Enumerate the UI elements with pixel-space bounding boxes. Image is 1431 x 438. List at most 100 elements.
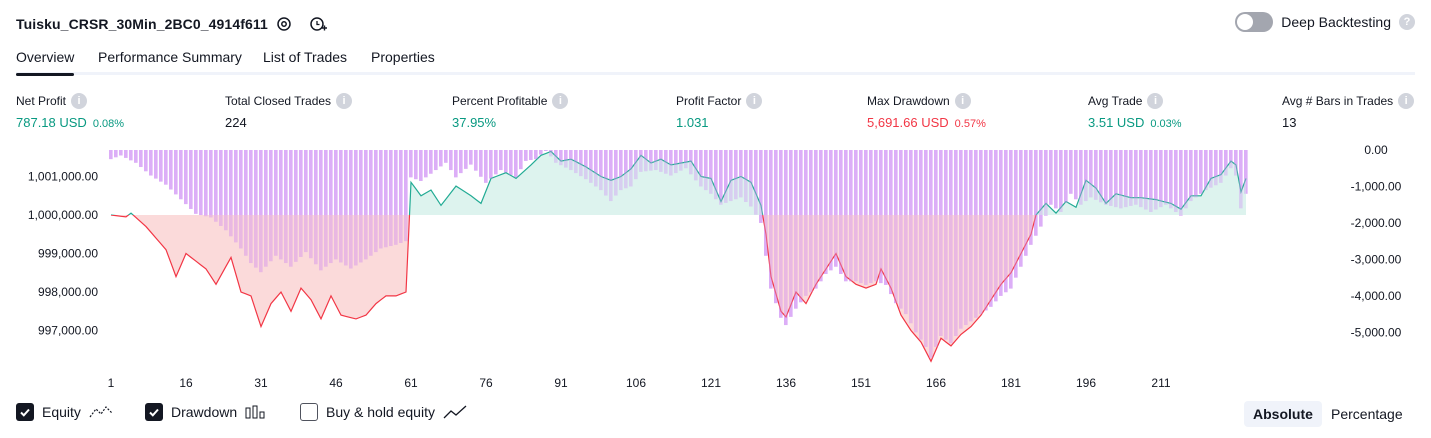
drawdown-bar bbox=[454, 150, 458, 178]
x-tick-label: 31 bbox=[254, 376, 268, 390]
drawdown-bar bbox=[394, 150, 398, 245]
legend-label: Equity bbox=[42, 404, 81, 420]
drawdown-checkbox[interactable] bbox=[145, 403, 163, 421]
settings-icon[interactable] bbox=[274, 14, 294, 34]
info-icon[interactable]: i bbox=[954, 93, 971, 109]
drawdown-bar bbox=[669, 150, 673, 176]
percentage-toggle[interactable]: Percentage bbox=[1331, 406, 1403, 422]
drawdown-bar bbox=[1199, 150, 1203, 194]
metric-value: 787.18 USD bbox=[16, 115, 87, 130]
drawdown-bar bbox=[894, 150, 898, 304]
info-icon[interactable]: i bbox=[552, 93, 569, 109]
drawdown-bar bbox=[189, 150, 193, 209]
drawdown-bar bbox=[579, 150, 583, 177]
drawdown-bar bbox=[1169, 150, 1173, 209]
drawdown-bar bbox=[264, 150, 268, 267]
drawdown-bar bbox=[354, 150, 358, 266]
info-icon[interactable]: i bbox=[1398, 93, 1415, 109]
strategy-name: Tuisku_CRSR_30Min_2BC0_4914f611 bbox=[16, 16, 268, 32]
drawdown-bar bbox=[619, 150, 623, 191]
drawdown-bar bbox=[874, 150, 878, 282]
tab-overview[interactable]: Overview bbox=[16, 49, 75, 76]
drawdown-bar bbox=[1244, 150, 1248, 194]
drawdown-bar bbox=[449, 150, 453, 171]
tab-properties[interactable]: Properties bbox=[371, 49, 435, 65]
drawdown-bar bbox=[599, 150, 603, 191]
drawdown-bar bbox=[804, 150, 808, 296]
drawdown-bar bbox=[744, 150, 748, 202]
drawdown-bar bbox=[174, 150, 178, 195]
drawdown-bar bbox=[519, 150, 523, 170]
drawdown-bar bbox=[824, 150, 828, 274]
metric-avg-bars-in-trades: Avg # Bars in Trades i 13 bbox=[1282, 93, 1415, 130]
drawdown-bar bbox=[349, 150, 353, 269]
y-right-tick-label: 0.00 bbox=[1364, 143, 1388, 157]
drawdown-bar bbox=[289, 150, 293, 267]
drawdown-bar bbox=[684, 150, 688, 169]
absolute-toggle[interactable]: Absolute bbox=[1244, 401, 1322, 427]
drawdown-bar bbox=[1109, 150, 1113, 206]
drawdown-bar bbox=[414, 150, 418, 180]
metric-profit-factor: Profit Factor i 1.031 bbox=[676, 93, 763, 130]
drawdown-bar bbox=[119, 150, 123, 156]
drawdown-bar bbox=[509, 150, 513, 175]
drawdown-bar bbox=[234, 150, 238, 243]
drawdown-bar bbox=[214, 150, 218, 222]
help-icon[interactable]: ? bbox=[1399, 14, 1415, 30]
info-icon[interactable]: i bbox=[71, 93, 88, 109]
deep-backtesting-toggle[interactable] bbox=[1235, 12, 1274, 32]
drawdown-bar bbox=[1094, 150, 1098, 200]
drawdown-bar bbox=[294, 150, 298, 262]
drawdown-bar bbox=[214, 150, 218, 222]
drawdown-bar bbox=[1094, 150, 1098, 200]
drawdown-bar bbox=[494, 150, 498, 175]
drawdown-bar bbox=[589, 150, 593, 183]
drawdown-bar bbox=[624, 150, 628, 189]
drawdown-bar bbox=[1229, 150, 1233, 169]
drawdown-bar bbox=[169, 150, 173, 190]
drawdown-bar bbox=[544, 150, 548, 151]
tab-list-of-trades[interactable]: List of Trades bbox=[263, 49, 348, 65]
add-alert-icon[interactable] bbox=[308, 14, 328, 34]
drawdown-bar bbox=[504, 150, 508, 173]
drawdown-bar bbox=[344, 150, 348, 266]
drawdown-bar bbox=[719, 150, 723, 205]
drawdown-bar bbox=[1204, 150, 1208, 191]
drawdown-bar bbox=[544, 150, 548, 151]
drawdown-bar bbox=[779, 150, 783, 318]
drawdown-bar bbox=[449, 150, 453, 171]
drawdown-bar bbox=[1174, 150, 1178, 212]
equity-drawdown-chart[interactable]: 1,001,000.00 1,000,000.00 999,000.00 998,00… bbox=[0, 0, 1431, 400]
drawdown-bar bbox=[729, 150, 733, 202]
drawdown-bar bbox=[789, 150, 793, 317]
drawdown-bar bbox=[1219, 150, 1223, 183]
drawdown-bar bbox=[1124, 150, 1128, 208]
tab-performance-summary[interactable]: Performance Summary bbox=[98, 49, 242, 65]
drawdown-bar bbox=[404, 150, 408, 242]
drawdown-bar bbox=[1104, 150, 1108, 205]
drawdown-bar bbox=[464, 150, 468, 169]
info-icon[interactable]: i bbox=[746, 93, 763, 109]
info-icon[interactable]: i bbox=[1147, 93, 1164, 109]
drawdown-bar bbox=[1089, 150, 1093, 198]
drawdown-bar bbox=[539, 150, 543, 155]
drawdown-bar bbox=[819, 150, 823, 282]
x-tick-label: 196 bbox=[1076, 376, 1096, 390]
drawdown-bar bbox=[239, 150, 243, 249]
legend-buy-hold[interactable]: Buy & hold equity bbox=[300, 403, 467, 421]
drawdown-bar bbox=[324, 150, 328, 267]
drawdown-bar bbox=[254, 150, 258, 268]
equity-checkbox[interactable] bbox=[16, 403, 34, 421]
legend-drawdown[interactable]: Drawdown bbox=[145, 403, 265, 421]
legend-equity[interactable]: Equity bbox=[16, 403, 113, 421]
drawdown-bar bbox=[489, 150, 493, 179]
drawdown-bar bbox=[629, 150, 633, 187]
info-icon[interactable]: i bbox=[336, 93, 353, 109]
drawdown-bar bbox=[1079, 150, 1083, 205]
drawdown-bar bbox=[359, 150, 363, 263]
drawdown-bar bbox=[109, 150, 113, 160]
buy-hold-checkbox[interactable] bbox=[300, 403, 318, 421]
drawdown-bar bbox=[259, 150, 263, 273]
drawdown-bar bbox=[234, 150, 238, 243]
drawdown-bar bbox=[1004, 150, 1008, 293]
